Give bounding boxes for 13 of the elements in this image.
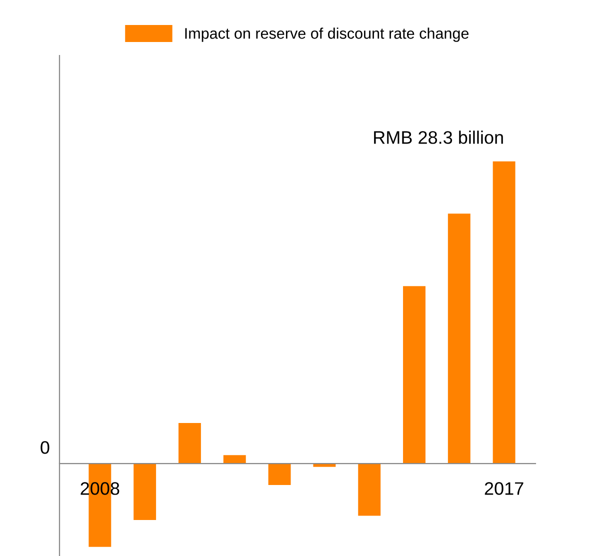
bar xyxy=(223,455,246,464)
bar xyxy=(358,464,381,516)
bar xyxy=(134,464,156,520)
text: 0 xyxy=(40,441,50,454)
x-tick-label: 2017 xyxy=(484,482,524,495)
bar xyxy=(448,214,470,464)
annotation: RMB 28.3 billion xyxy=(374,130,503,144)
bar xyxy=(268,464,291,485)
bar xyxy=(178,423,201,464)
legend-label: Impact on reserve of discount rate change xyxy=(185,28,469,42)
bar xyxy=(313,464,336,467)
bar xyxy=(403,286,426,464)
bar xyxy=(492,161,516,464)
